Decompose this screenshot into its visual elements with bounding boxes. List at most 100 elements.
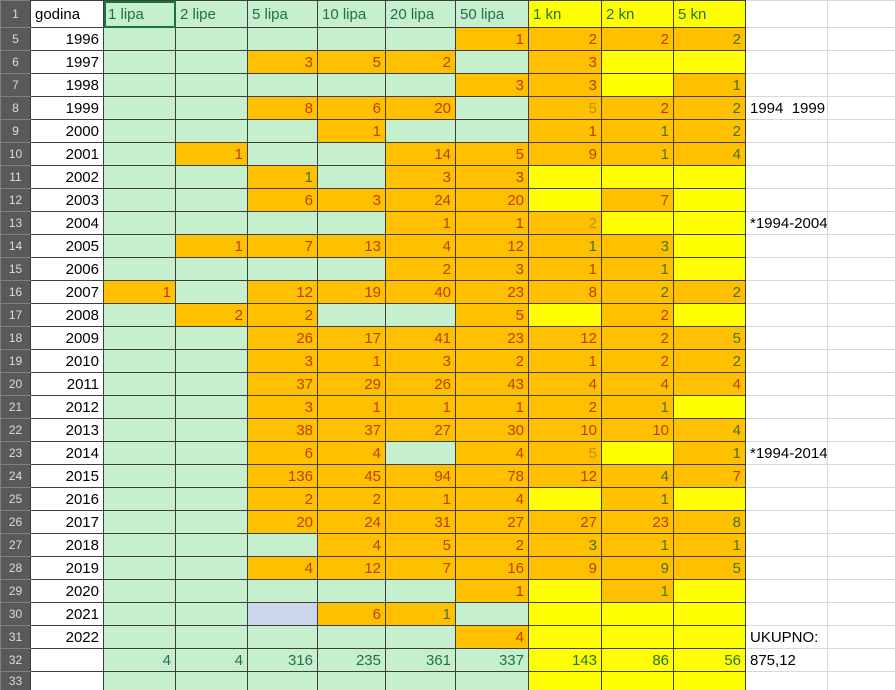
note-cell[interactable]: 875,12 [745, 648, 828, 672]
note-cell[interactable] [745, 349, 828, 373]
value-cell[interactable]: 23 [455, 326, 529, 350]
year-cell[interactable]: 2018 [30, 533, 104, 557]
value-cell[interactable] [247, 625, 318, 649]
year-cell[interactable]: 1997 [30, 50, 104, 74]
column-header-2-kn[interactable]: 2 kn [601, 0, 674, 28]
value-cell[interactable]: 3 [601, 234, 674, 258]
value-cell[interactable] [103, 349, 176, 373]
value-cell[interactable] [317, 211, 386, 235]
value-cell[interactable]: 1 [385, 602, 456, 626]
value-cell[interactable] [175, 395, 248, 419]
value-cell[interactable]: 5 [455, 303, 529, 327]
value-cell[interactable]: 2 [455, 349, 529, 373]
outside-cell[interactable] [827, 487, 895, 511]
value-cell[interactable] [103, 579, 176, 603]
column-header-2-lipe[interactable]: 2 lipe [175, 0, 248, 28]
value-cell[interactable] [601, 671, 674, 690]
value-cell[interactable] [455, 119, 529, 143]
value-cell[interactable]: 1 [601, 579, 674, 603]
value-cell[interactable]: 1 [528, 349, 602, 373]
value-cell[interactable] [385, 625, 456, 649]
value-cell[interactable]: 12 [528, 326, 602, 350]
value-cell[interactable]: 38 [247, 418, 318, 442]
year-cell[interactable]: 2011 [30, 372, 104, 396]
note-cell[interactable] [745, 234, 828, 258]
value-cell[interactable]: 2 [601, 349, 674, 373]
note-cell[interactable]: *1994-2014 [745, 441, 828, 465]
value-cell[interactable]: 4 [528, 372, 602, 396]
row-header[interactable]: 27 [0, 533, 31, 557]
value-cell[interactable] [175, 27, 248, 51]
value-cell[interactable] [673, 303, 746, 327]
year-cell[interactable]: 2010 [30, 349, 104, 373]
value-cell[interactable] [175, 50, 248, 74]
value-cell[interactable] [673, 671, 746, 690]
outside-cell[interactable] [827, 211, 895, 235]
value-cell[interactable] [175, 579, 248, 603]
value-cell[interactable]: 20 [455, 188, 529, 212]
year-cell[interactable]: 2022 [30, 625, 104, 649]
outside-cell[interactable] [827, 188, 895, 212]
value-cell[interactable]: 8 [247, 96, 318, 120]
value-cell[interactable]: 6 [247, 188, 318, 212]
value-cell[interactable]: 8 [528, 280, 602, 304]
value-cell[interactable] [175, 119, 248, 143]
column-header-godina[interactable]: godina [30, 0, 104, 28]
column-header-5-kn[interactable]: 5 kn [673, 0, 746, 28]
note-cell[interactable] [745, 280, 828, 304]
value-cell[interactable] [455, 50, 529, 74]
value-cell[interactable]: 29 [317, 372, 386, 396]
value-cell[interactable] [175, 556, 248, 580]
note-cell[interactable] [745, 556, 828, 580]
value-cell[interactable] [455, 96, 529, 120]
value-cell[interactable]: 1 [175, 142, 248, 166]
value-cell[interactable]: 5 [673, 326, 746, 350]
value-cell[interactable]: 4 [455, 487, 529, 511]
value-cell[interactable]: 4 [673, 372, 746, 396]
value-cell[interactable]: 4 [175, 648, 248, 672]
value-cell[interactable] [673, 188, 746, 212]
value-cell[interactable]: 2 [673, 349, 746, 373]
note-cell[interactable] [745, 510, 828, 534]
value-cell[interactable] [247, 602, 318, 626]
value-cell[interactable]: 2 [175, 303, 248, 327]
value-cell[interactable] [385, 303, 456, 327]
value-cell[interactable]: 19 [317, 280, 386, 304]
year-cell[interactable]: 2007 [30, 280, 104, 304]
value-cell[interactable]: 1 [601, 533, 674, 557]
value-cell[interactable] [528, 579, 602, 603]
value-cell[interactable] [103, 165, 176, 189]
year-cell[interactable]: 2014 [30, 441, 104, 465]
value-cell[interactable]: 6 [317, 96, 386, 120]
value-cell[interactable] [175, 671, 248, 690]
value-cell[interactable]: 1 [528, 257, 602, 281]
value-cell[interactable]: 4 [673, 418, 746, 442]
value-cell[interactable] [103, 533, 176, 557]
value-cell[interactable]: 40 [385, 280, 456, 304]
value-cell[interactable] [247, 73, 318, 97]
row-header[interactable]: 6 [0, 50, 31, 74]
value-cell[interactable]: 86 [601, 648, 674, 672]
note-cell[interactable] [745, 119, 828, 143]
value-cell[interactable]: 3 [455, 73, 529, 97]
outside-cell[interactable] [827, 73, 895, 97]
value-cell[interactable]: 27 [455, 510, 529, 534]
value-cell[interactable]: 56 [673, 648, 746, 672]
value-cell[interactable]: 37 [317, 418, 386, 442]
note-cell[interactable] [745, 671, 828, 690]
value-cell[interactable]: 2 [673, 119, 746, 143]
note-cell[interactable] [745, 73, 828, 97]
year-cell[interactable]: 2021 [30, 602, 104, 626]
value-cell[interactable] [317, 303, 386, 327]
value-cell[interactable] [673, 211, 746, 235]
value-cell[interactable] [317, 27, 386, 51]
value-cell[interactable] [103, 96, 176, 120]
value-cell[interactable]: 6 [317, 602, 386, 626]
year-cell[interactable]: 1998 [30, 73, 104, 97]
value-cell[interactable] [103, 142, 176, 166]
year-cell[interactable]: 1999 [30, 96, 104, 120]
outside-cell[interactable] [827, 579, 895, 603]
value-cell[interactable]: 16 [455, 556, 529, 580]
value-cell[interactable] [247, 142, 318, 166]
value-cell[interactable]: 3 [247, 50, 318, 74]
